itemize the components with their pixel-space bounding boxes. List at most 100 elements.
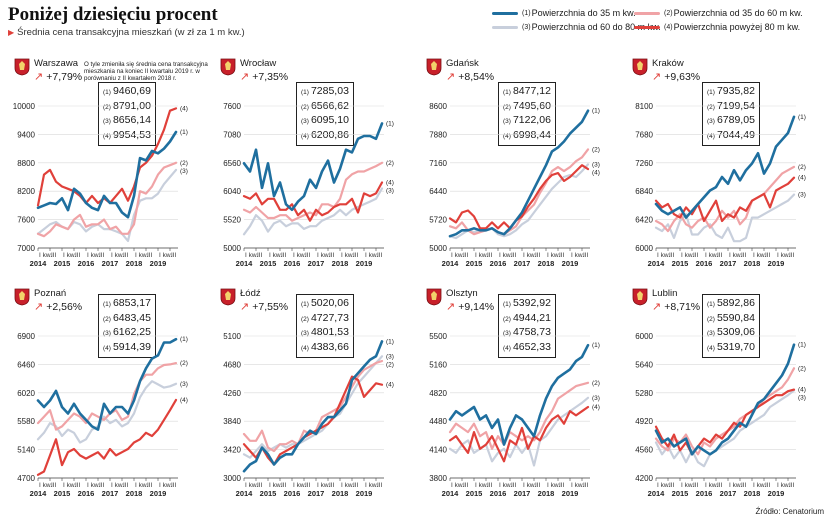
arrow-up-icon: ↗ — [652, 301, 662, 313]
value-row: (1) 9460,69 — [103, 85, 151, 97]
legend: (1) Powierzchnia do 35 m kw. (2) Powierzch… — [484, 4, 824, 40]
series-end-label: (1) — [180, 129, 188, 136]
x-year-label: 2019 — [356, 259, 373, 268]
x-year-label: 2017 — [102, 259, 119, 268]
series-line-1 — [242, 340, 384, 473]
x-tick-label: I kw. — [571, 482, 584, 489]
legend-swatch-2 — [634, 11, 660, 15]
x-tick-label: I kw. — [159, 482, 172, 489]
value-row: (3) 6095,10 — [301, 114, 349, 126]
series-line-3 — [448, 163, 590, 240]
city-crest-icon — [632, 288, 648, 306]
value-row: (3) 4758,73 — [503, 326, 551, 338]
series-end-label: (3) — [180, 168, 188, 175]
x-tick-label: III — [511, 252, 517, 259]
value-row: (2) 4727,73 — [301, 311, 349, 324]
y-tick-label: 4700 — [17, 474, 35, 483]
series-line-2 — [242, 359, 384, 453]
value-row: (2) 7199,54 — [707, 99, 755, 112]
legend-swatch-1 — [492, 11, 518, 15]
x-tick-label: I kw. — [293, 252, 306, 259]
city-crest-icon — [220, 58, 236, 76]
x-year-label: 2015 — [672, 489, 689, 498]
y-tick-label: 4200 — [635, 474, 653, 483]
x-tick-label: III — [535, 482, 541, 489]
x-tick-label: I kw. — [245, 482, 258, 489]
page-subtitle: ▶ Średnia cena transakcyjna mieszkań (w z… — [8, 27, 245, 38]
y-tick-label: 4480 — [429, 417, 447, 426]
x-tick-label: III — [693, 252, 699, 259]
x-tick-label: I kw. — [499, 252, 512, 259]
value-row: (2) 6566,62 — [301, 99, 349, 112]
x-year-label: 2019 — [768, 489, 785, 498]
value-row: (1) 5020,06 — [301, 297, 349, 309]
x-tick-label: III — [463, 482, 469, 489]
y-tick-label: 8600 — [429, 102, 447, 111]
arrow-up-icon: ↗ — [446, 301, 456, 313]
series-line-1 — [654, 343, 796, 456]
x-year-label: 2018 — [744, 259, 761, 268]
city-crest-icon — [426, 288, 442, 306]
city-name: Gdańsk — [446, 58, 479, 69]
y-tick-label: 5000 — [223, 244, 241, 253]
values-box: (1) 5392,92 (2) 4944,21 (3) 4758,73 (4) 4652,33 — [498, 294, 556, 358]
x-tick-label: I kw. — [729, 482, 742, 489]
legend-item-3: (3) Powierzchnia od 60 do 80 m kw. — [492, 22, 661, 32]
x-year-label: 2016 — [696, 489, 713, 498]
x-tick-label: III — [559, 252, 565, 259]
x-year-label: 2016 — [284, 489, 301, 498]
x-year-label: 2018 — [332, 259, 349, 268]
x-year-label: 2015 — [466, 259, 483, 268]
x-tick-label: I kw. — [63, 482, 76, 489]
x-year-label: 2015 — [54, 489, 71, 498]
series-end-label: (1) — [798, 114, 806, 121]
series-line-4 — [242, 181, 384, 222]
x-year-label: 2014 — [30, 489, 48, 498]
x-year-label: 2016 — [490, 489, 507, 498]
x-tick-label: I kw. — [547, 252, 560, 259]
y-tick-label: 5100 — [223, 332, 241, 341]
y-tick-label: 8800 — [17, 159, 35, 168]
x-tick-label: III — [99, 252, 105, 259]
x-tick-label: III — [123, 482, 129, 489]
change-value: ↗ +7,35% — [240, 70, 289, 84]
y-tick-label: 5280 — [635, 389, 653, 398]
series-end-label: (3) — [180, 381, 188, 388]
series-end-label: (3) — [798, 395, 806, 402]
series-line-4 — [36, 107, 178, 207]
y-tick-label: 8100 — [635, 102, 653, 111]
x-tick-label: III — [669, 252, 675, 259]
x-tick-label: III — [511, 482, 517, 489]
x-tick-label: I kw. — [705, 252, 718, 259]
x-tick-label: III — [693, 482, 699, 489]
x-year-label: 2015 — [672, 259, 689, 268]
x-year-label: 2016 — [284, 259, 301, 268]
city-name: Lublin — [652, 288, 678, 299]
x-tick-label: I kw. — [87, 482, 100, 489]
y-tick-label: 3420 — [223, 446, 241, 455]
x-tick-label: I kw. — [753, 252, 766, 259]
x-year-label: 2019 — [562, 489, 579, 498]
x-tick-label: I kw. — [657, 252, 670, 259]
values-box: (1) 7935,82 (2) 7199,54 (3) 6789,05 (4) 7044,49 — [702, 82, 760, 146]
city-name: Łódź — [240, 288, 261, 299]
value-row: (4) 5914,39 — [103, 340, 151, 353]
y-tick-label: 4920 — [635, 417, 653, 426]
series-end-label: (3) — [386, 353, 394, 360]
page-title: Poniżej dziesięciu procent — [8, 4, 218, 25]
x-tick-label: I kw. — [317, 482, 330, 489]
x-tick-label: III — [171, 252, 177, 259]
x-tick-label: I kw. — [365, 252, 378, 259]
series-line-1 — [36, 130, 178, 219]
y-tick-label: 6900 — [17, 332, 35, 341]
x-tick-label: III — [353, 482, 359, 489]
y-tick-label: 6420 — [635, 216, 653, 225]
series-end-label: (2) — [798, 164, 806, 171]
city-name: Kraków — [652, 58, 684, 69]
values-box: (1) 7285,03 (2) 6566,62 (3) 6095,10 (4) 6200,86 — [296, 82, 354, 146]
x-tick-label: I kw. — [451, 482, 464, 489]
series-line-1 — [448, 109, 590, 238]
series-end-label: (1) — [592, 108, 600, 115]
